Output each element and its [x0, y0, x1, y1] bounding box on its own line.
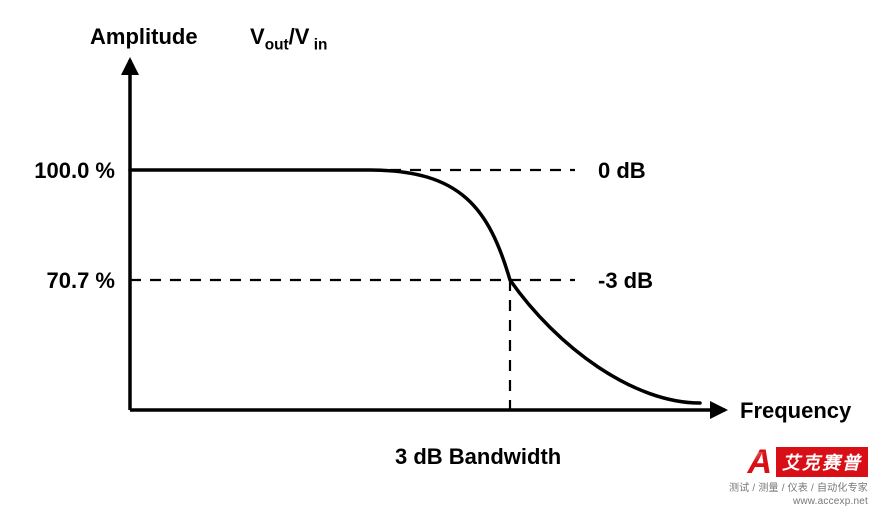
db-0: 0 dB: [598, 158, 646, 184]
watermark-logo-icon: A: [747, 448, 772, 476]
bandwidth-label: 3 dB Bandwidth: [395, 444, 561, 470]
ytick-100: 100.0 %: [15, 158, 115, 184]
watermark-brand: 艾克赛普: [776, 447, 868, 477]
bandwidth-diagram: { "chart": { "type": "line", "title_ampl…: [0, 0, 876, 513]
ratio-v-in: V in: [295, 24, 328, 49]
ratio-title: Vout/V in: [250, 24, 327, 54]
db-m3: -3 dB: [598, 268, 653, 294]
chart-svg: [0, 0, 876, 513]
watermark-sub1: 测试 / 测量 / 仪表 / 自动化专家: [729, 479, 868, 494]
ytick-707: 70.7 %: [15, 268, 115, 294]
watermark: A 艾克赛普 测试 / 测量 / 仪表 / 自动化专家 www.accexp.n…: [729, 447, 868, 507]
x-axis-label: Frequency: [740, 398, 851, 424]
ratio-v-out: Vout: [250, 24, 289, 49]
watermark-sub2: www.accexp.net: [729, 496, 868, 507]
amplitude-title: Amplitude: [90, 24, 198, 50]
